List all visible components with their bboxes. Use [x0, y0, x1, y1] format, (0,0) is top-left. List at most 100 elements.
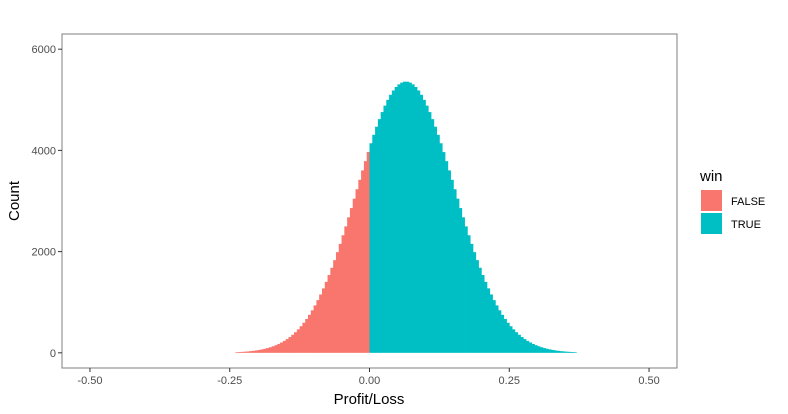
y-tick-label: 0 — [50, 348, 56, 360]
histogram-bar — [570, 352, 574, 353]
histogram-bar — [369, 143, 373, 353]
histogram-bar — [414, 87, 418, 353]
histogram-bar — [299, 326, 303, 353]
x-axis-title: Profit/Loss — [334, 391, 405, 408]
histogram-bar — [308, 314, 312, 353]
x-tick-label: 0.50 — [638, 375, 659, 387]
histogram-bar — [296, 329, 301, 353]
histogram-bar — [288, 337, 292, 353]
histogram-bar — [260, 349, 264, 353]
legend: win FALSE TRUE — [699, 168, 765, 234]
histogram-bar — [330, 267, 334, 353]
histogram-bar — [302, 322, 306, 353]
histogram-bar — [355, 189, 359, 353]
histogram-bar — [377, 119, 382, 353]
histogram-bar — [486, 288, 491, 353]
histogram-bar — [246, 351, 250, 353]
histogram-bar — [540, 347, 544, 353]
y-axis: 0 2000 4000 6000 — [32, 44, 62, 360]
histogram-bar — [397, 84, 401, 353]
histogram-bar — [442, 152, 446, 353]
x-axis: -0.50 -0.25 0.00 0.25 0.50 — [77, 368, 660, 387]
histogram-bar — [453, 189, 457, 353]
x-tick-label: -0.50 — [77, 375, 102, 387]
histogram-bar — [467, 235, 471, 353]
histogram-bar — [458, 208, 463, 353]
histogram-bar — [366, 152, 370, 353]
histogram-bar — [257, 349, 261, 353]
histogram-bar — [428, 112, 432, 353]
y-axis-title: Count — [6, 180, 23, 221]
y-tick-label: 6000 — [32, 44, 56, 56]
histogram-bar — [254, 350, 259, 353]
x-tick-label: 0.00 — [359, 375, 380, 387]
histogram-bar — [282, 340, 287, 353]
x-tick-label: -0.25 — [217, 375, 242, 387]
histogram-bar — [319, 294, 323, 353]
histogram-bar — [526, 340, 530, 353]
histogram-bar — [559, 351, 563, 353]
histogram-bar — [391, 90, 396, 353]
histogram-bar — [520, 337, 524, 353]
histogram-bar — [338, 243, 342, 353]
histogram-bar — [436, 134, 440, 353]
histogram-bar — [324, 281, 328, 353]
histogram-bar — [277, 343, 281, 353]
histogram-bar — [243, 351, 247, 353]
histogram-bar — [556, 350, 560, 353]
histogram-bar — [252, 350, 256, 353]
histogram-bar — [333, 260, 337, 353]
histogram-bar — [310, 310, 314, 353]
histogram-bar — [439, 143, 443, 353]
histogram-bar — [238, 352, 242, 353]
histogram-bar — [417, 90, 421, 353]
legend-title: win — [699, 168, 723, 185]
x-tick-label: 0.25 — [499, 375, 520, 387]
histogram-bar — [411, 84, 415, 353]
histogram-bar — [266, 348, 270, 353]
histogram-bar — [537, 346, 541, 353]
histogram-bar — [394, 87, 398, 353]
histogram-bar — [294, 332, 298, 353]
histogram-bar — [433, 126, 437, 353]
histogram-bar — [528, 342, 533, 353]
histogram-bar — [425, 105, 429, 353]
histogram-bars — [235, 81, 577, 353]
histogram-bar — [280, 342, 284, 353]
histogram-bar — [481, 275, 485, 353]
histogram-bar — [313, 305, 317, 353]
histogram-bar — [531, 343, 535, 353]
y-tick-label: 4000 — [32, 145, 56, 157]
histogram-bar — [386, 99, 390, 353]
histogram-bar — [470, 243, 474, 353]
histogram-bar — [321, 288, 326, 353]
histogram-bar — [464, 226, 468, 353]
histogram-bar — [517, 334, 521, 353]
histogram-bar — [400, 82, 404, 353]
histogram-bar — [405, 81, 410, 353]
legend-swatch — [701, 213, 722, 234]
histogram-bar — [347, 217, 351, 353]
histogram-bar — [341, 235, 345, 353]
histogram-bar — [509, 326, 513, 353]
histogram-bar — [419, 94, 424, 353]
histogram-bar — [271, 346, 275, 353]
legend-swatch — [701, 190, 722, 211]
histogram-bar — [551, 349, 555, 353]
histogram-bar — [565, 351, 569, 353]
histogram-bar — [316, 300, 320, 353]
histogram-bar — [548, 349, 552, 353]
histogram-bar — [542, 348, 547, 353]
histogram-bar — [503, 318, 507, 353]
histogram-bar — [514, 332, 519, 353]
histogram-bar — [403, 81, 407, 353]
histogram-bar — [375, 126, 379, 353]
histogram-bar — [235, 352, 239, 353]
histogram-bar — [389, 94, 393, 353]
histogram-bar — [358, 179, 362, 353]
histogram-bar — [422, 99, 426, 353]
histogram-bar — [372, 134, 376, 353]
histogram-bar — [492, 300, 496, 353]
histogram-bar — [450, 179, 454, 353]
